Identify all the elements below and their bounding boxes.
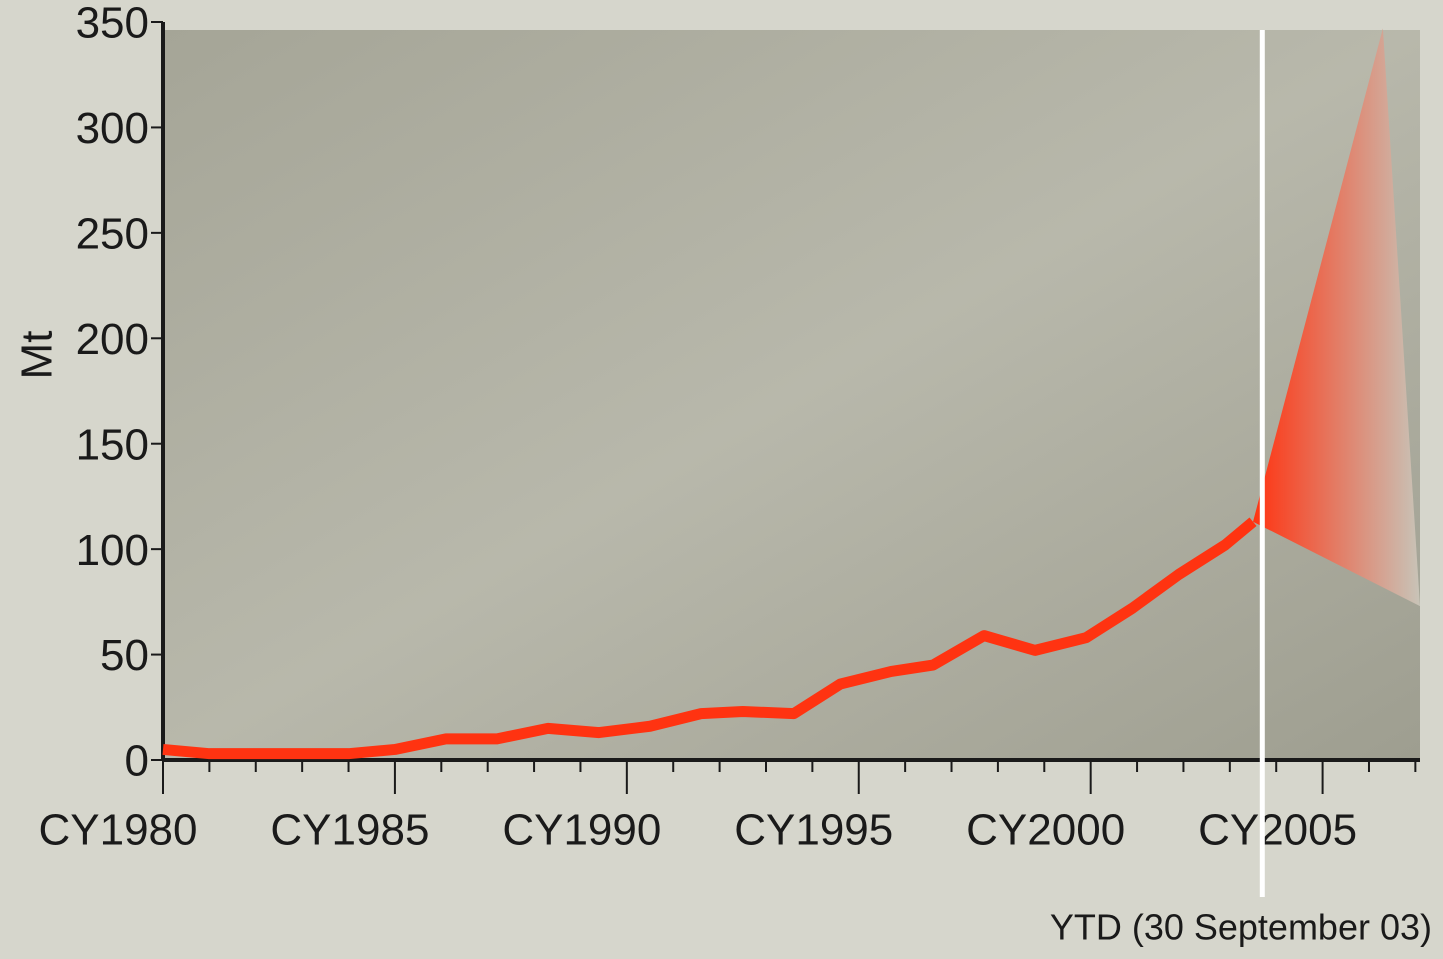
x-tick-label: CY1980: [38, 806, 197, 855]
x-tick-label: CY1990: [502, 806, 661, 855]
y-tick-label: 150: [76, 420, 149, 469]
annotation: YTD (30 September 03): [1050, 907, 1432, 948]
x-tick-label: CY1995: [734, 806, 893, 855]
y-tick-label: 350: [76, 0, 149, 48]
y-tick-label: 250: [76, 209, 149, 258]
y-axis-label: Mt: [13, 331, 62, 380]
y-tick-label: 200: [76, 315, 149, 364]
y-tick-label: 0: [125, 737, 149, 786]
forecast-range: [1253, 28, 1420, 607]
line: [162, 517, 1257, 760]
x-tick-label: CY2005: [1198, 806, 1357, 855]
plot-background: [163, 30, 1420, 760]
y-tick-label: 50: [100, 631, 149, 680]
x-tick-label: CY1985: [270, 806, 429, 855]
x-tick-label: CY2000: [966, 806, 1125, 855]
y-tick-label: 100: [76, 526, 149, 575]
y-tick-label: 300: [76, 104, 149, 153]
